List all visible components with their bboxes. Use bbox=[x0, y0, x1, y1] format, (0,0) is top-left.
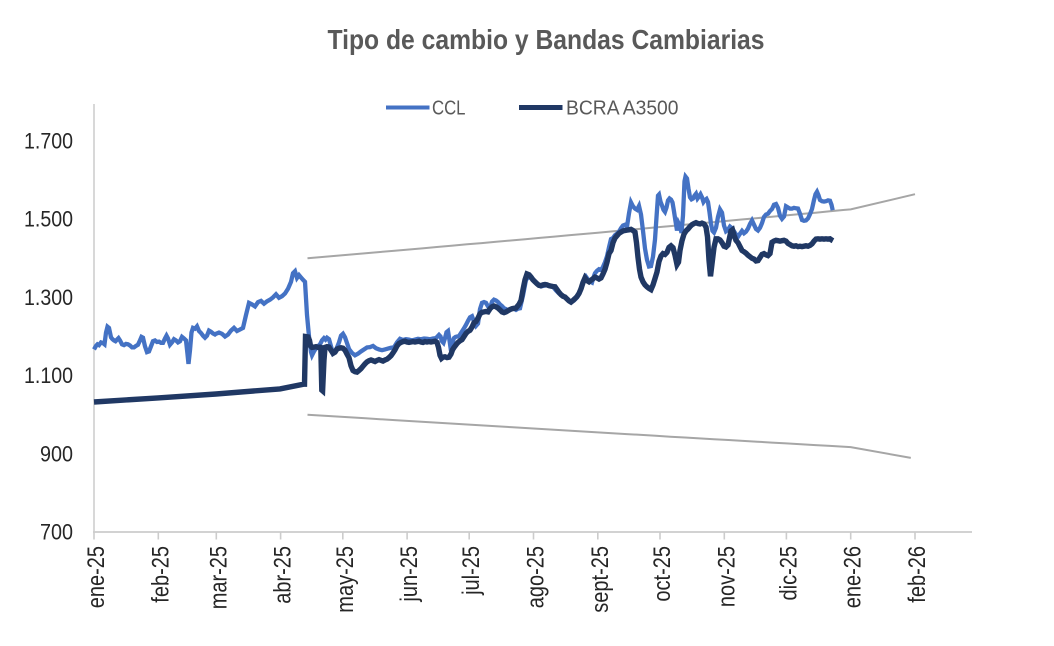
svg-text:1.100: 1.100 bbox=[24, 363, 73, 388]
svg-text:ene-26: ene-26 bbox=[840, 546, 867, 608]
svg-text:ene-25: ene-25 bbox=[83, 546, 110, 608]
svg-text:jul-25: jul-25 bbox=[458, 546, 485, 596]
svg-text:1.300: 1.300 bbox=[24, 285, 73, 310]
svg-text:ago-25: ago-25 bbox=[523, 546, 550, 608]
svg-text:Tipo de cambio y Bandas Cambia: Tipo de cambio y Bandas Cambiarias bbox=[328, 24, 765, 55]
svg-text:CCL: CCL bbox=[432, 98, 466, 120]
svg-text:dic-25: dic-25 bbox=[775, 546, 802, 601]
svg-text:oct-25: oct-25 bbox=[649, 546, 676, 602]
svg-text:900: 900 bbox=[40, 441, 73, 466]
svg-text:may-25: may-25 bbox=[332, 546, 359, 613]
svg-text:jun-25: jun-25 bbox=[396, 546, 423, 602]
svg-text:1.700: 1.700 bbox=[24, 129, 73, 154]
svg-text:feb-25: feb-25 bbox=[147, 546, 174, 603]
svg-text:abr-25: abr-25 bbox=[270, 546, 297, 604]
svg-text:1.500: 1.500 bbox=[24, 207, 73, 232]
svg-text:nov-25: nov-25 bbox=[713, 546, 740, 607]
svg-text:sept-25: sept-25 bbox=[587, 546, 614, 613]
svg-text:mar-25: mar-25 bbox=[205, 546, 232, 609]
svg-text:700: 700 bbox=[40, 520, 73, 545]
svg-text:feb-26: feb-26 bbox=[904, 546, 931, 603]
svg-text:BCRA A3500: BCRA A3500 bbox=[566, 98, 679, 120]
